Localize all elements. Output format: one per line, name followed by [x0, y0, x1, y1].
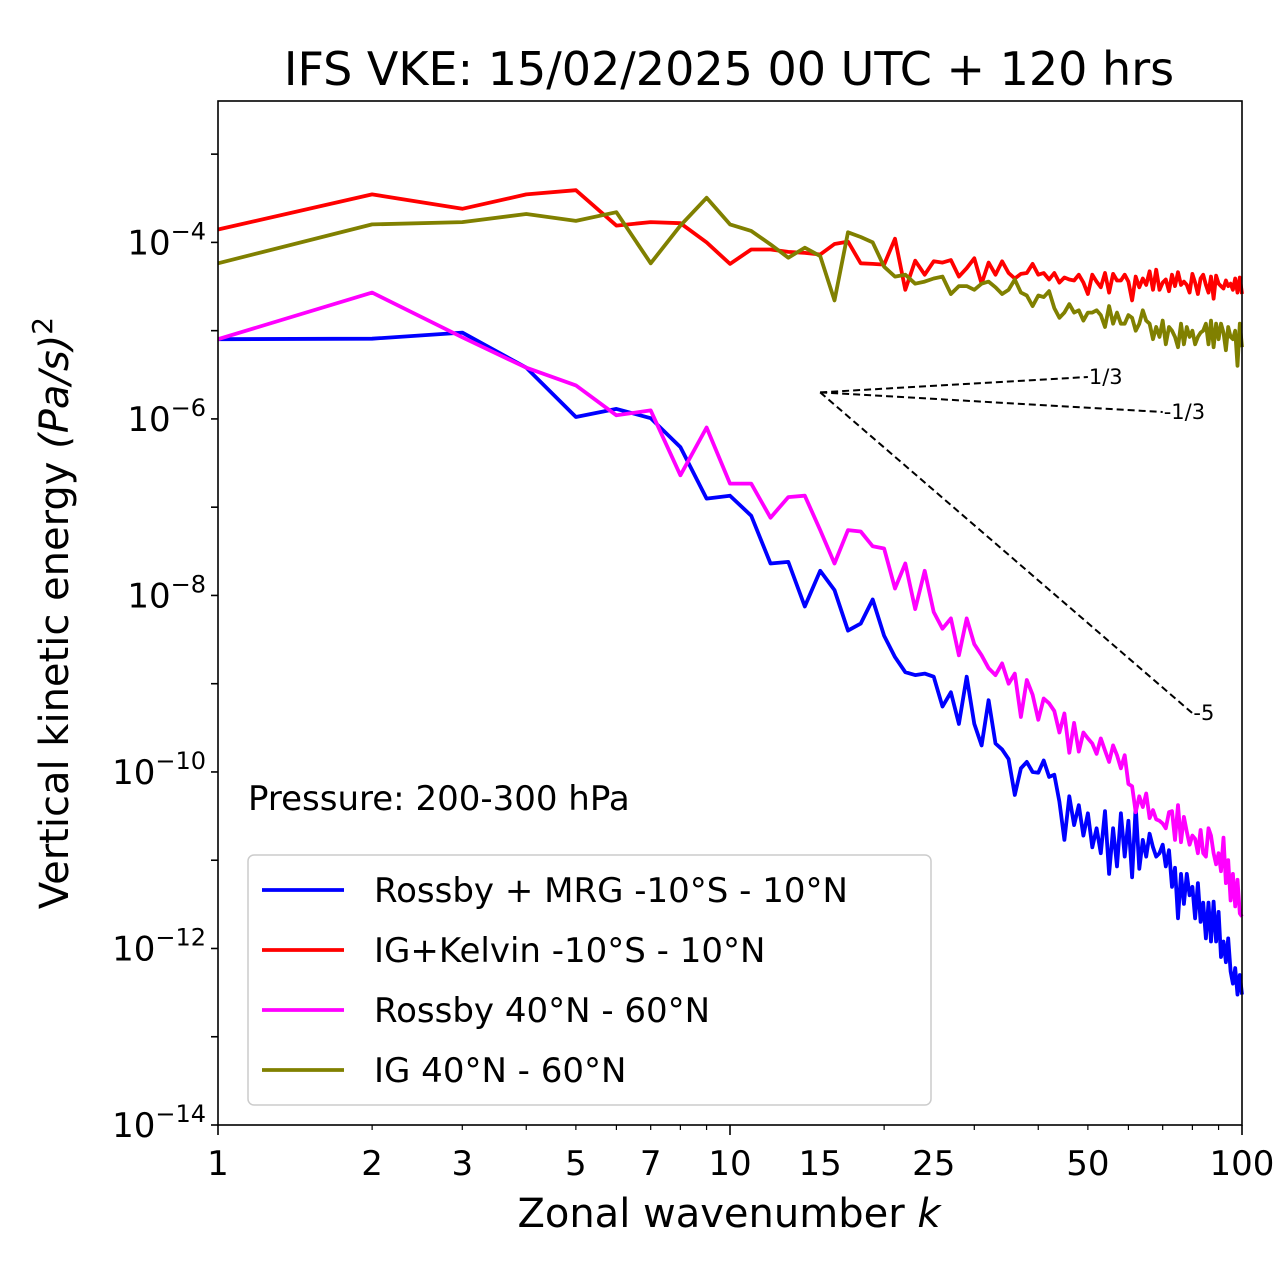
- legend-label-3: Rossby 40°N - 60°N: [374, 991, 710, 1031]
- legend-label-2: IG+Kelvin -10°S - 10°N: [374, 931, 765, 971]
- y-tick-label: 10−6: [127, 394, 206, 440]
- legend-box: [247, 854, 932, 1106]
- legend-label-1: Rossby + MRG -10°S - 10°N: [374, 871, 848, 911]
- x-tick-label: 25: [912, 1144, 955, 1184]
- x-tick-label: 5: [565, 1144, 587, 1184]
- x-axis-label: Zonal wavenumber k: [517, 1191, 942, 1237]
- y-tick-label: 10−8: [127, 570, 206, 616]
- series-line-2: [217, 188, 1244, 303]
- reference-slope-label-1: 1/3: [1089, 365, 1123, 389]
- x-tick-label: 2: [361, 1144, 383, 1184]
- y-tick-label: 10−12: [112, 923, 206, 969]
- legend-label-4: IG 40°N - 60°N: [374, 1051, 626, 1091]
- legend: Rossby + MRG -10°S - 10°N IG+Kelvin -10°S…: [247, 854, 932, 1106]
- series-line-3: [217, 290, 1244, 918]
- x-tick-label: 15: [799, 1144, 842, 1184]
- y-tick-label: 10−4: [127, 217, 206, 263]
- pressure-annotation: Pressure: 200-300 hPa: [248, 779, 630, 819]
- series-line-1: [217, 330, 1244, 997]
- chart-title: IFS VKE: 15/02/2025 00 UTC + 120 hrs: [284, 42, 1174, 96]
- reference-slope-layer: 1/3 -1/3 -5: [819, 365, 1214, 725]
- reference-slope-line-1: [820, 375, 1088, 394]
- y-axis-label: Vertical kinetic energy (Pa/s)2: [26, 317, 78, 909]
- x-tick-label: 1: [207, 1144, 229, 1184]
- reference-slope-line-2: [820, 391, 1163, 414]
- x-tick-label: 7: [640, 1144, 662, 1184]
- x-axis: 1 2 3 5 7 10 15 25 50 100: [207, 1125, 1274, 1184]
- y-tick-label: 10−14: [112, 1100, 206, 1146]
- x-tick-label: 50: [1066, 1144, 1109, 1184]
- reference-slope-label-2: -1/3: [1164, 400, 1205, 424]
- series-line-4: [217, 195, 1244, 368]
- y-axis: 10−14 10−12 10−10 10−8 10−6 10−4: [112, 153, 218, 1146]
- x-tick-label: 3: [451, 1144, 473, 1184]
- x-tick-label: 10: [708, 1144, 751, 1184]
- x-tick-label: 100: [1210, 1144, 1275, 1184]
- reference-slope-label-3: -5: [1193, 701, 1214, 725]
- series-layer: [217, 188, 1244, 997]
- y-tick-label: 10−10: [112, 747, 206, 793]
- reference-slope-line-3: [819, 391, 1194, 714]
